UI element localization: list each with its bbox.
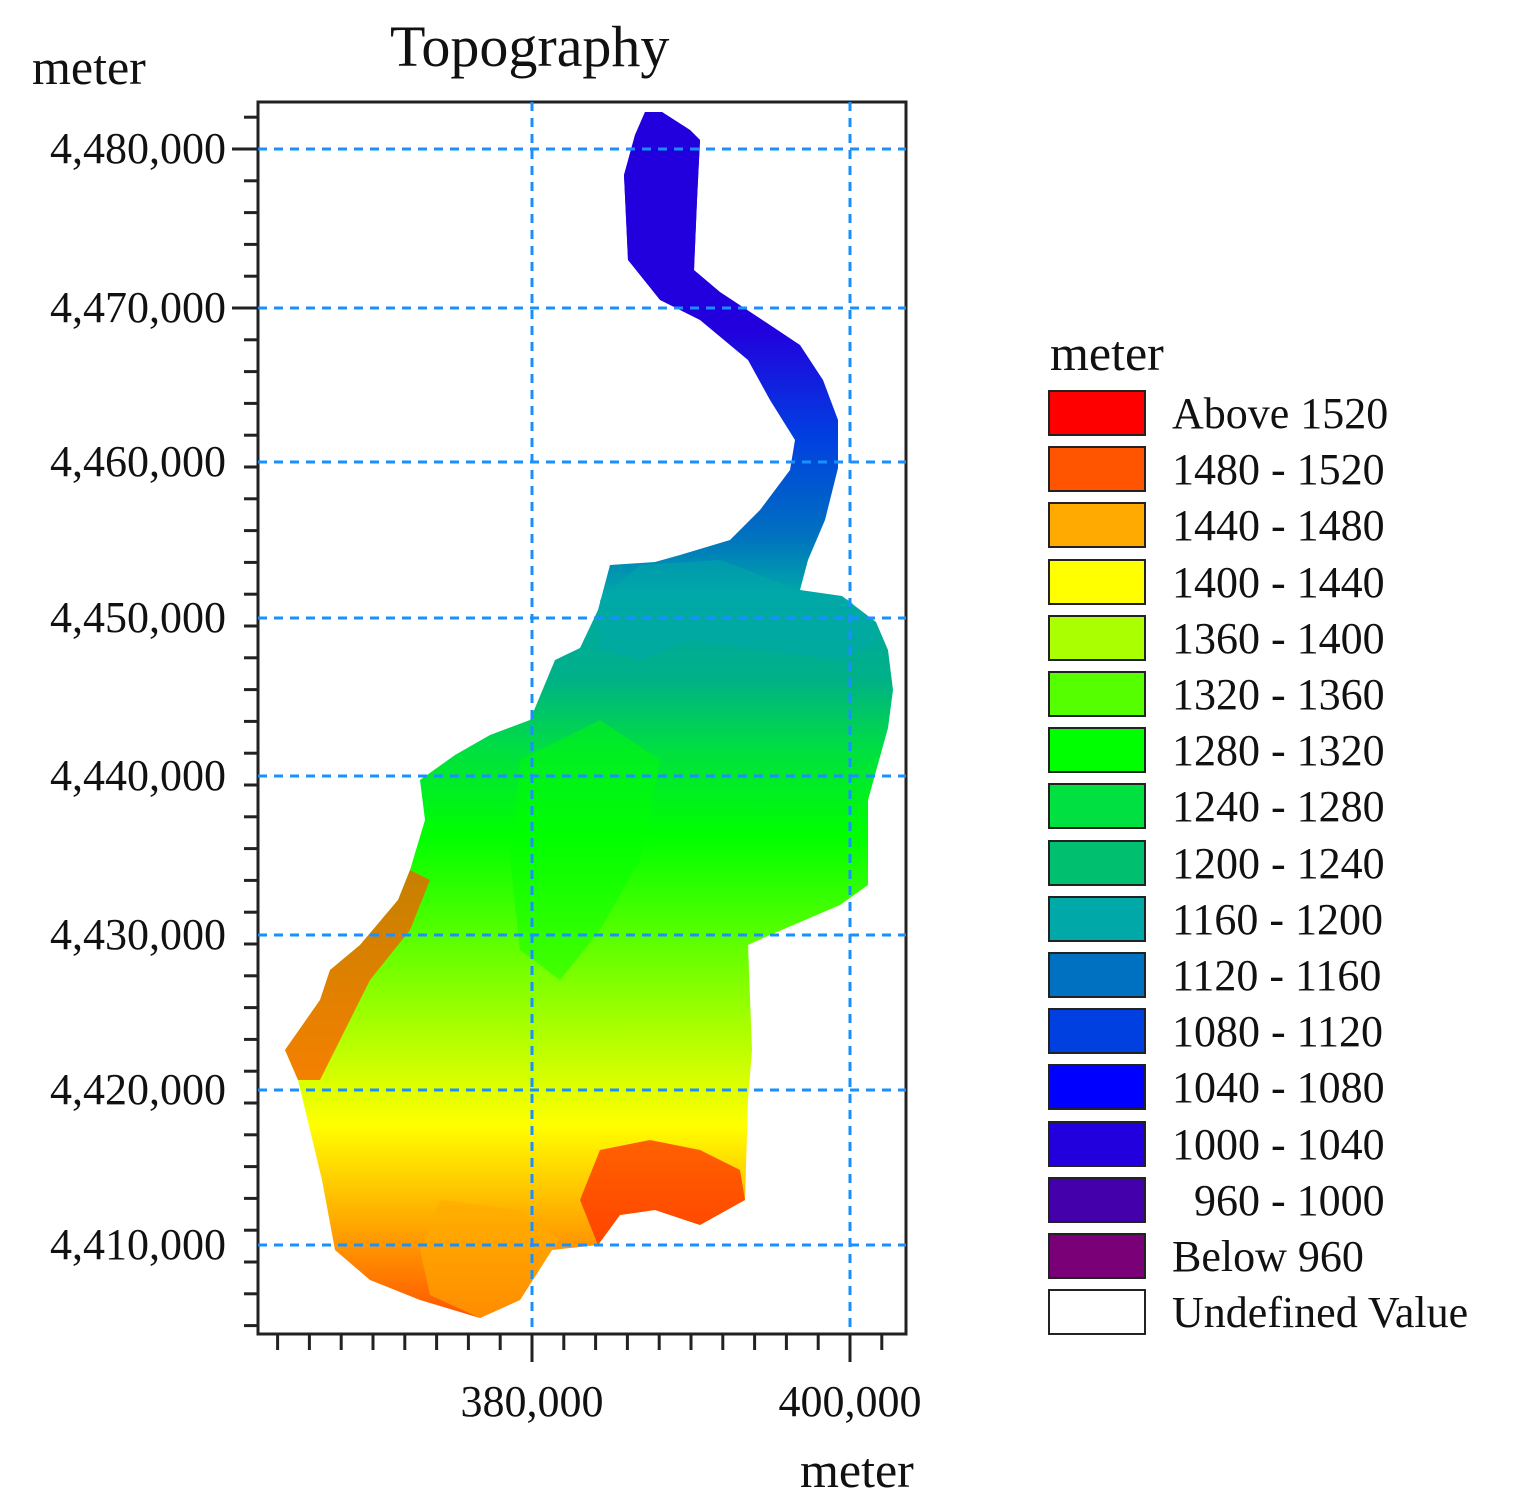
gridlines: [258, 102, 906, 1334]
legend-swatch: [1048, 502, 1146, 549]
legend-swatch: [1048, 390, 1146, 436]
legend-swatch: [1048, 1064, 1146, 1111]
orange-ridge-south: [420, 1200, 560, 1318]
legend-label: 1120 - 1160: [1172, 951, 1382, 1000]
legend-label: 1080 - 1120: [1172, 1007, 1384, 1057]
teal-region: [600, 560, 880, 660]
legend-label: 1200 - 1240: [1172, 838, 1385, 888]
y-axis-unit-label: meter: [32, 39, 146, 95]
legend-swatch: [1048, 783, 1146, 830]
red-ridge-south: [580, 1140, 745, 1245]
legend-label: 1160 - 1200: [1172, 894, 1384, 944]
legend-label: 1440 - 1480: [1172, 501, 1385, 551]
legend-label: 1360 - 1400: [1172, 613, 1385, 663]
legend-swatch: [1048, 839, 1146, 886]
legend-swatch: [1048, 1008, 1146, 1055]
legend-label: 1040 - 1080: [1172, 1063, 1385, 1113]
x-tick-label: 400,000: [778, 1377, 922, 1426]
legend-label: Above 1520: [1172, 389, 1389, 438]
legend-swatch: [1048, 895, 1146, 942]
legend-label: Below 960: [1172, 1232, 1364, 1281]
legend-swatch: [1048, 614, 1146, 661]
legend-swatch: [1048, 671, 1146, 717]
legend-swatch: [1048, 558, 1146, 605]
y-tick-label: 4,420,000: [50, 1065, 226, 1114]
plot-frame: [256, 100, 908, 1336]
legend-title: meter: [1050, 325, 1164, 381]
legend-swatch: [1048, 1233, 1146, 1279]
x-axis-ticks: [276, 1334, 884, 1362]
y-tick-label: 4,450,000: [50, 593, 226, 642]
legend-swatch: [1048, 1289, 1146, 1336]
legend-label: 1480 - 1520: [1172, 445, 1385, 495]
legend-label: Undefined Value: [1172, 1288, 1469, 1338]
y-tick-label: 4,410,000: [50, 1220, 226, 1269]
x-tick-label: 380,000: [460, 1377, 604, 1426]
legend-label: 1320 - 1360: [1172, 670, 1385, 719]
watershed-area: [285, 112, 893, 1318]
legend-swatch: [1048, 952, 1146, 998]
legend-label: 960 - 1000: [1172, 1175, 1385, 1225]
blue-channel-region: [624, 112, 700, 290]
orange-ridge-west: [285, 870, 430, 1080]
y-tick-label: 4,440,000: [50, 751, 226, 800]
legend-swatch: [1048, 446, 1146, 493]
y-tick-label: 4,470,000: [50, 283, 226, 332]
legend-swatch: [1048, 727, 1146, 774]
legend-label: 1000 - 1040: [1172, 1119, 1385, 1169]
legend-label: 1280 - 1320: [1172, 726, 1385, 776]
legend-label: 1400 - 1440: [1172, 557, 1385, 607]
y-tick-label: 4,430,000: [50, 910, 226, 959]
y-axis-ticks: [232, 115, 258, 1328]
legend-label: 1240 - 1280: [1172, 782, 1385, 832]
legend-swatch: [1048, 1120, 1146, 1167]
y-tick-label: 4,460,000: [50, 437, 226, 486]
legend-swatch: [1048, 1176, 1146, 1223]
map-title: Topography: [390, 14, 670, 79]
x-axis-unit-label: meter: [800, 1442, 914, 1498]
green-core-region: [510, 720, 660, 980]
y-tick-label: 4,480,000: [50, 124, 226, 173]
